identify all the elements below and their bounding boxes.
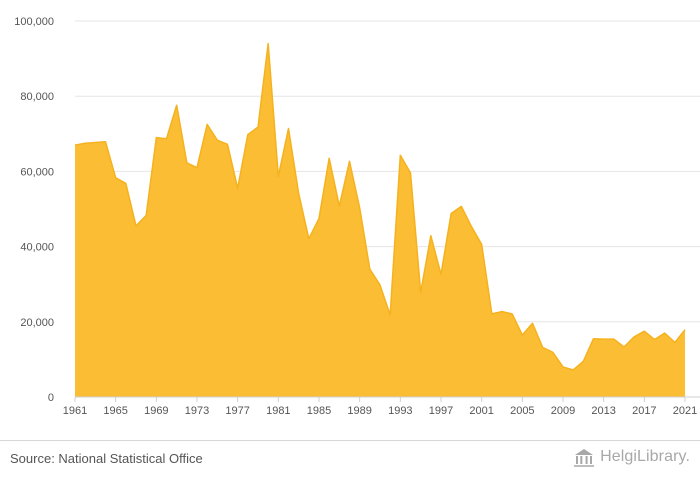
- series-area: [75, 43, 685, 398]
- brand-name: HelgiLibrary.: [600, 448, 690, 465]
- library-building-icon: [574, 449, 595, 467]
- x-tick-label: 1973: [185, 405, 209, 417]
- x-tick-label: 2009: [551, 405, 575, 417]
- data-area: [74, 42, 686, 398]
- x-tick-label: 1965: [103, 405, 127, 417]
- x-tick-label: 1985: [307, 405, 331, 417]
- footer-divider: [0, 440, 700, 441]
- x-tick-label: 2005: [510, 405, 534, 417]
- x-tick-label: 2013: [591, 405, 615, 417]
- y-tick-label: 100,000: [14, 16, 54, 28]
- x-tick-label: 1997: [429, 405, 453, 417]
- x-tick-label: 1969: [144, 405, 168, 417]
- series-line: [74, 42, 686, 371]
- x-tick-label: 1993: [388, 405, 412, 417]
- x-tick-label: 1981: [266, 405, 290, 417]
- x-tick-label: 1989: [347, 405, 371, 417]
- x-tick-label: 1961: [63, 405, 87, 417]
- y-tick-label: 40,000: [20, 242, 54, 254]
- x-tick-label: 2021: [673, 405, 697, 417]
- y-tick-label: 0: [48, 392, 54, 404]
- y-tick-label: 60,000: [20, 166, 54, 178]
- x-tick-label: 2001: [469, 405, 493, 417]
- x-axis: [74, 396, 700, 402]
- x-tick-label: 1977: [225, 405, 249, 417]
- y-tick-label: 80,000: [20, 91, 54, 103]
- y-axis-tick-labels: 0 20,000 40,000 60,000 80,000 100,000: [14, 16, 54, 404]
- source-note: Source: National Statistical Office: [10, 451, 203, 466]
- x-tick-label: 2017: [632, 405, 656, 417]
- y-tick-label: 20,000: [20, 317, 54, 329]
- brand-logo[interactable]: HelgiLibrary.: [573, 447, 690, 467]
- x-axis-tick-labels: 1961 1965 1969 1973 1977 1981 1985 1989 1993 1997…: [63, 405, 697, 417]
